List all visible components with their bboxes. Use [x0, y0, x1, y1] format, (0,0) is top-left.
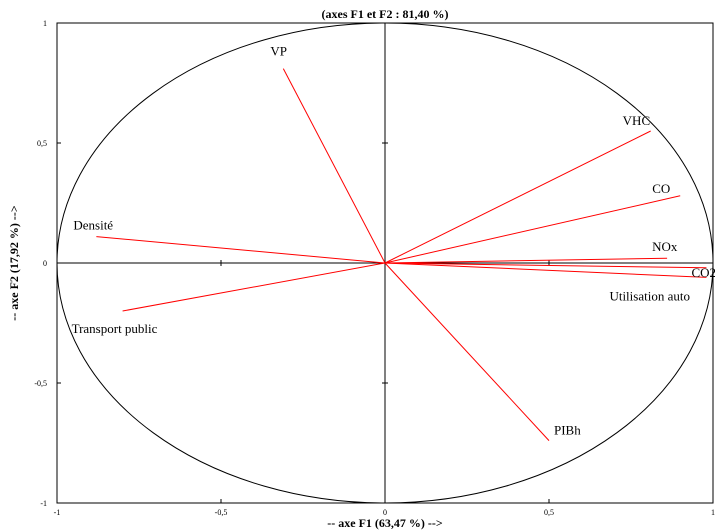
vector-line	[384, 130, 651, 264]
vector-label: Transport public	[72, 321, 158, 336]
vector-line	[282, 68, 386, 264]
y-tick-label: -0,5	[34, 379, 47, 388]
y-tick-label: 0,5	[37, 139, 47, 148]
y-tick-label: -1	[40, 499, 47, 508]
chart-title: (axes F1 et F2 : 81,40 %)	[322, 7, 449, 21]
x-tick-label: 0,5	[544, 508, 554, 517]
vector-label: PIBh	[554, 423, 581, 438]
vector-label: Densité	[73, 218, 113, 233]
x-tick-label: 0	[383, 508, 387, 517]
vector-line	[384, 257, 668, 264]
vector-line	[384, 262, 707, 269]
x-tick-label: -0,5	[215, 508, 228, 517]
vector-label: VHC	[623, 113, 650, 128]
x-tick-label: 1	[711, 508, 715, 517]
vector-label: NOx	[652, 239, 678, 254]
vector-label: VP	[270, 44, 287, 59]
y-tick-label: 0	[43, 259, 47, 268]
vector-line	[384, 262, 707, 278]
y-axis-title: -- axe F2 (17,92 %) -->	[7, 205, 21, 321]
vector-label: CO2	[691, 265, 715, 280]
vector-line	[122, 262, 386, 312]
vector-label: Utilisation auto	[609, 288, 690, 303]
vector-line	[96, 236, 386, 264]
x-tick-label: -1	[54, 508, 61, 517]
vector-line	[384, 195, 681, 264]
vector-label: CO	[652, 181, 670, 196]
y-tick-label: 1	[43, 19, 47, 28]
x-axis-title: -- axe F1 (63,47 %) -->	[327, 516, 443, 530]
vector-line	[384, 262, 550, 441]
